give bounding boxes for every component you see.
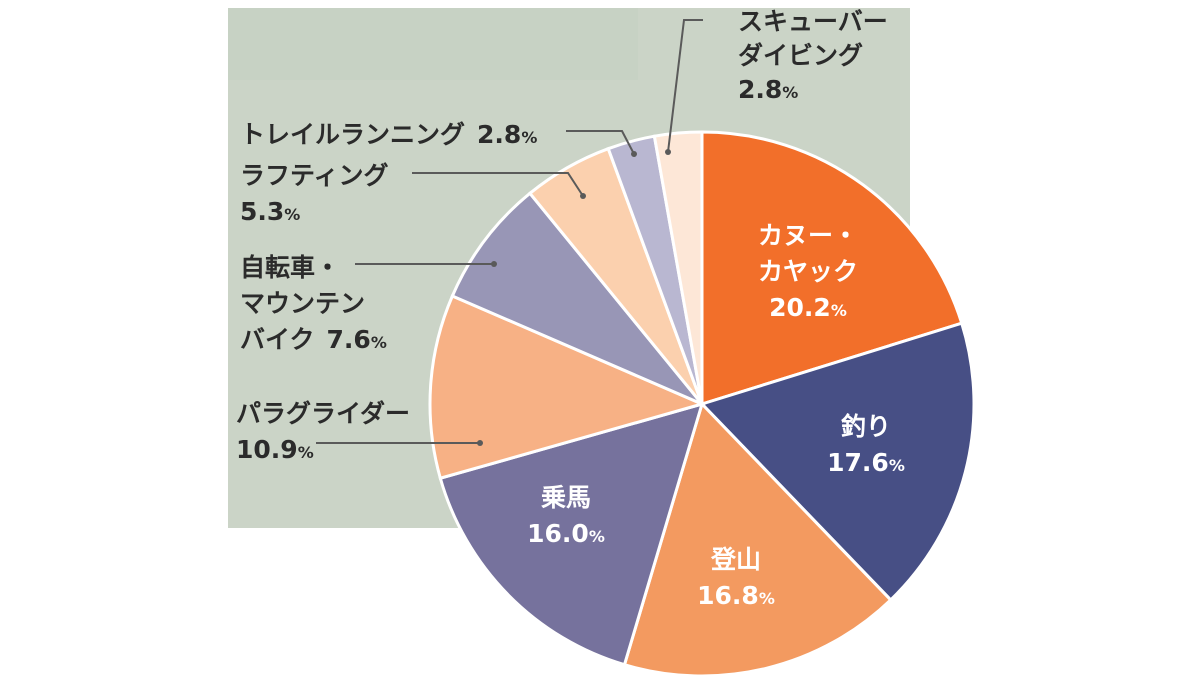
slice-label: ラフティング 5.3%: [240, 161, 389, 226]
leader-dot: [631, 151, 637, 157]
slice-label: 登山 16.8%: [697, 545, 775, 610]
slice-label: カヌー・カヤック 20.2%: [758, 221, 858, 322]
slice-label: パラグライダー 10.9%: [236, 399, 410, 464]
slice-label: トレイルランニング 2.8%: [240, 120, 537, 149]
slice-labels: カヌー・カヤック 20.2% 釣り 17.6% 登山 16.8% 乗馬 16.0% パラグライダ…: [236, 7, 905, 610]
slice-label: スキューバーダイビング 2.8%: [738, 7, 888, 104]
pie-slice: [428, 294, 707, 481]
slice-label: 乗馬 16.0%: [527, 483, 605, 548]
leader-line: [412, 172, 584, 197]
leader-dot: [665, 149, 671, 155]
pie-slice: [700, 130, 964, 407]
slice-label: 釣り 17.6%: [827, 412, 905, 477]
pie-slice: [438, 401, 705, 667]
slice-label: 自転車・マウンテンバイク 7.6%: [240, 253, 387, 354]
leader-line: [566, 130, 635, 155]
leader-line: [667, 19, 703, 153]
leader-lines: [316, 19, 703, 446]
panel-highlight: [228, 8, 638, 80]
pie-slice: [652, 130, 704, 405]
pie-slice: [699, 321, 976, 603]
pie-slices: [428, 130, 976, 675]
pie-slice: [622, 401, 893, 675]
leader-dot: [580, 193, 586, 199]
leader-dot: [491, 261, 497, 267]
pie-slice: [450, 191, 704, 406]
leader-dot: [477, 440, 483, 446]
